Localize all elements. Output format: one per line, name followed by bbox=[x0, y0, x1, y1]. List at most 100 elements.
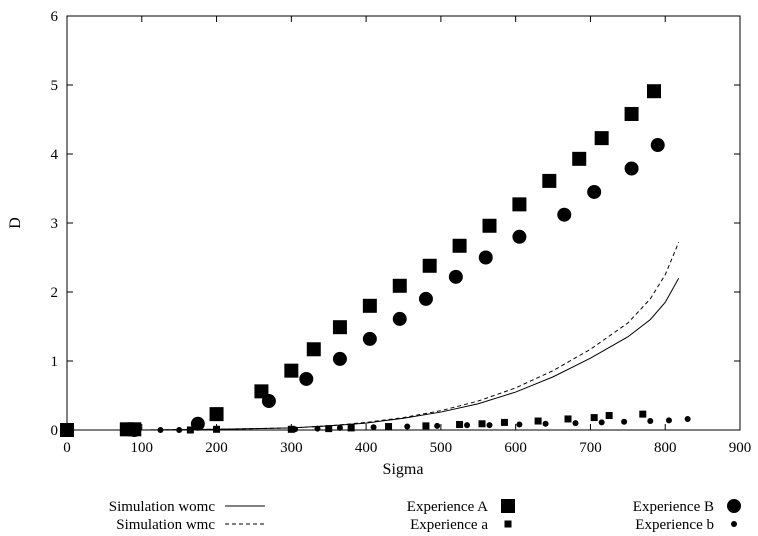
legend-item-experience-a: Experience A bbox=[407, 499, 515, 515]
data-point-experience-a bbox=[213, 425, 221, 433]
data-point-experience-b bbox=[418, 291, 433, 306]
data-point-experience-b bbox=[512, 229, 527, 244]
data-point-experience-a bbox=[325, 425, 333, 433]
data-point-experience-a bbox=[605, 412, 613, 420]
data-point-experience-a bbox=[456, 420, 464, 428]
data-point-experience-a bbox=[624, 106, 639, 121]
data-point-experience-b bbox=[299, 371, 314, 386]
legend-swatch bbox=[731, 521, 737, 527]
x-tick-label: 0 bbox=[63, 440, 71, 456]
data-point-experience-a bbox=[254, 384, 269, 399]
data-point-experience-b bbox=[434, 422, 441, 429]
y-axis-title: D bbox=[7, 217, 24, 229]
data-point-experience-a bbox=[385, 423, 393, 431]
data-point-experience-a bbox=[422, 422, 430, 430]
data-point-experience-b bbox=[464, 422, 471, 429]
data-point-experience-b bbox=[127, 423, 142, 437]
x-tick-label: 100 bbox=[131, 440, 154, 456]
x-tick-label: 400 bbox=[355, 440, 378, 456]
data-point-experience-b bbox=[598, 419, 605, 426]
data-point-experience-a bbox=[186, 426, 194, 434]
data-point-experience-a bbox=[482, 218, 497, 233]
legend-item-experience-b: Experience B bbox=[633, 499, 741, 515]
data-point-experience-b bbox=[650, 138, 665, 153]
data-point-experience-a bbox=[590, 414, 598, 422]
data-point-experience-b bbox=[261, 394, 276, 409]
data-point-experience-a bbox=[332, 320, 347, 335]
data-point-experience-b bbox=[542, 420, 549, 427]
data-point-experience-a bbox=[392, 278, 407, 293]
series-line-simulation-womc bbox=[67, 277, 680, 431]
data-point-experience-b bbox=[370, 424, 377, 431]
data-point-experience-a bbox=[647, 84, 662, 99]
data-point-experience-a bbox=[452, 238, 467, 253]
legend-item-experience-b: Experience b bbox=[635, 517, 737, 533]
legend-label: Experience A bbox=[407, 499, 488, 515]
y-tick-label: 2 bbox=[51, 285, 59, 301]
data-point-experience-b bbox=[332, 351, 347, 366]
y-tick-label: 5 bbox=[51, 78, 59, 94]
data-point-experience-a bbox=[512, 197, 527, 212]
y-tick-label: 0 bbox=[51, 423, 59, 439]
data-point-experience-a bbox=[347, 424, 355, 432]
legend: Simulation womc Experience A Experience B S… bbox=[109, 499, 741, 533]
data-point-experience-a bbox=[639, 410, 647, 418]
data-point-experience-a bbox=[564, 415, 572, 423]
series-experience-b bbox=[157, 415, 691, 433]
legend-swatch bbox=[501, 499, 515, 513]
data-point-experience-b bbox=[292, 426, 299, 433]
legend-item-simulation-womc: Simulation womc bbox=[109, 499, 265, 515]
data-point-experience-b bbox=[404, 423, 411, 430]
data-point-experience-b bbox=[448, 269, 463, 284]
data-point-experience-b bbox=[314, 425, 321, 432]
data-point-experience-b bbox=[572, 420, 579, 427]
legend-swatch bbox=[727, 499, 741, 513]
data-point-experience-b bbox=[190, 416, 205, 431]
series-simulation-womc bbox=[67, 277, 680, 431]
data-point-experience-b bbox=[157, 427, 164, 433]
legend-label: Simulation womc bbox=[109, 499, 216, 515]
data-point-experience-b bbox=[647, 418, 654, 425]
data-point-experience-a bbox=[60, 423, 74, 437]
series-experience-b bbox=[127, 138, 665, 437]
data-point-experience-b bbox=[478, 250, 493, 265]
legend-label: Experience B bbox=[633, 499, 714, 515]
x-tick-label: 200 bbox=[205, 440, 228, 456]
legend-label: Simulation wmc bbox=[116, 517, 215, 533]
data-point-experience-b bbox=[486, 422, 493, 429]
plot-frame bbox=[66, 15, 741, 431]
data-point-experience-a bbox=[478, 420, 486, 428]
data-point-experience-b bbox=[624, 161, 639, 176]
x-axis-title: Sigma bbox=[383, 461, 424, 478]
y-tick-label: 3 bbox=[51, 216, 59, 232]
series-layer bbox=[60, 84, 691, 437]
y-tick-label: 4 bbox=[51, 147, 59, 163]
data-point-experience-b bbox=[621, 418, 628, 425]
data-point-experience-a bbox=[306, 342, 321, 357]
x-tick-label: 700 bbox=[579, 440, 602, 456]
data-point-experience-b bbox=[176, 427, 183, 433]
legend-label: Experience b bbox=[635, 517, 714, 533]
data-point-experience-b bbox=[665, 417, 672, 424]
data-point-experience-a bbox=[534, 417, 542, 425]
data-point-experience-b bbox=[392, 311, 407, 326]
y-tick-label: 1 bbox=[51, 354, 59, 370]
x-tick-label: 600 bbox=[504, 440, 527, 456]
x-tick-label: 800 bbox=[654, 440, 677, 456]
legend-label: Experience a bbox=[410, 517, 488, 533]
data-point-experience-b bbox=[684, 415, 691, 422]
legend-item-simulation-wmc: Simulation wmc bbox=[116, 517, 265, 533]
x-tick-label: 900 bbox=[729, 440, 752, 456]
series-experience-a bbox=[60, 84, 662, 437]
series-experience-a bbox=[186, 410, 647, 434]
data-point-experience-a bbox=[500, 418, 508, 426]
data-point-experience-a bbox=[209, 407, 224, 422]
data-point-experience-b bbox=[362, 331, 377, 346]
data-point-experience-a bbox=[542, 173, 557, 188]
legend-item-experience-a: Experience a bbox=[410, 517, 512, 533]
y-tick-label: 6 bbox=[51, 9, 59, 25]
data-point-experience-b bbox=[557, 207, 572, 222]
data-point-experience-a bbox=[362, 298, 377, 313]
data-point-experience-a bbox=[422, 258, 437, 273]
